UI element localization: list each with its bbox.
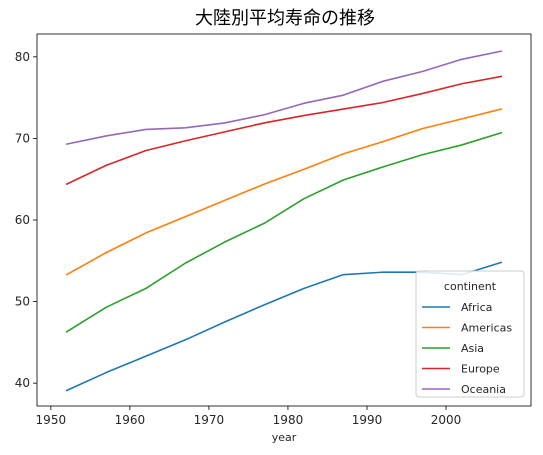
series-line-americas (65, 108, 503, 276)
y-tick-label: 80 (15, 50, 30, 64)
y-tick-label: 50 (15, 295, 30, 309)
x-tick-label: 1960 (115, 413, 146, 427)
y-tick-label: 70 (15, 131, 30, 145)
legend: continent Africa Americas Asia Europe Oceani… (415, 270, 525, 398)
legend-label-americas: Americas (461, 322, 512, 335)
legend-label-africa: Africa (461, 301, 492, 314)
x-tick-label: 2000 (431, 413, 462, 427)
series-line-europe (65, 75, 503, 185)
x-tick-label: 1990 (352, 413, 383, 427)
x-axis-title: year (272, 431, 297, 444)
series-line-asia (65, 131, 503, 333)
series-line-oceania (65, 50, 503, 145)
x-tick-label: 1970 (194, 413, 225, 427)
legend-title: continent (444, 280, 497, 293)
y-tick-label: 40 (15, 376, 30, 390)
x-axis: 1950 1960 1970 1980 1990 2000 (36, 406, 462, 427)
legend-label-oceania: Oceania (461, 383, 506, 396)
y-axis: 40 50 60 70 80 (15, 50, 37, 390)
legend-box (415, 270, 525, 398)
legend-items: Africa Americas Asia Europe Oceania (422, 301, 512, 396)
chart-title: 大陸別平均寿命の推移 (195, 8, 375, 29)
legend-label-europe: Europe (461, 363, 500, 376)
x-tick-label: 1980 (273, 413, 304, 427)
x-tick-label: 1950 (36, 413, 67, 427)
y-tick-label: 60 (15, 213, 30, 227)
legend-label-asia: Asia (461, 342, 484, 355)
